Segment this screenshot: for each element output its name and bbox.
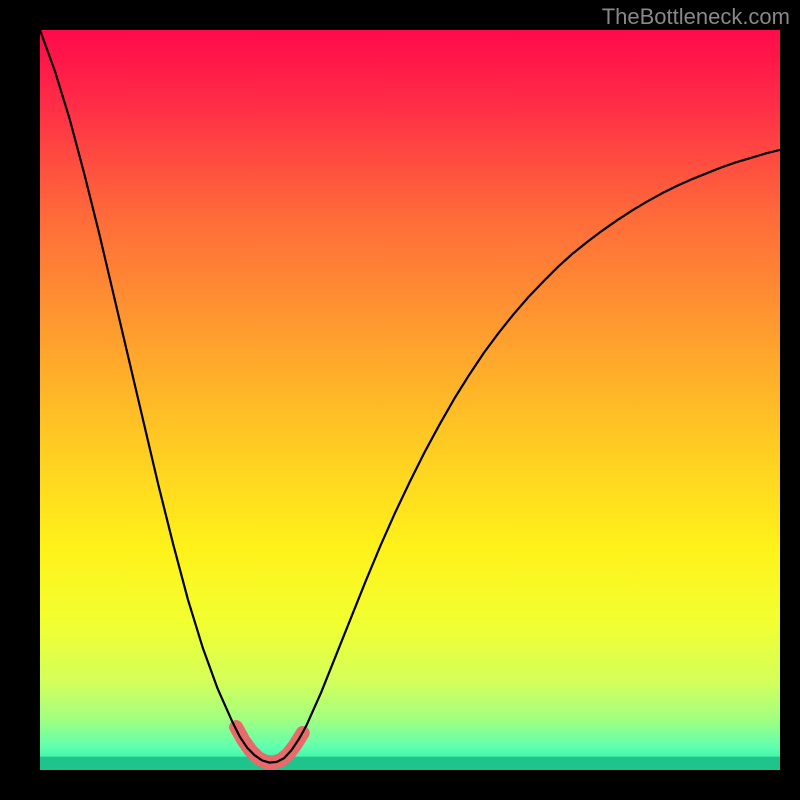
gradient-background <box>40 30 780 770</box>
watermark-text: TheBottleneck.com <box>602 4 790 30</box>
chart-svg <box>40 30 780 770</box>
chart-container: TheBottleneck.com <box>0 0 800 800</box>
plot-area <box>40 30 780 770</box>
bottom-band <box>40 757 780 770</box>
